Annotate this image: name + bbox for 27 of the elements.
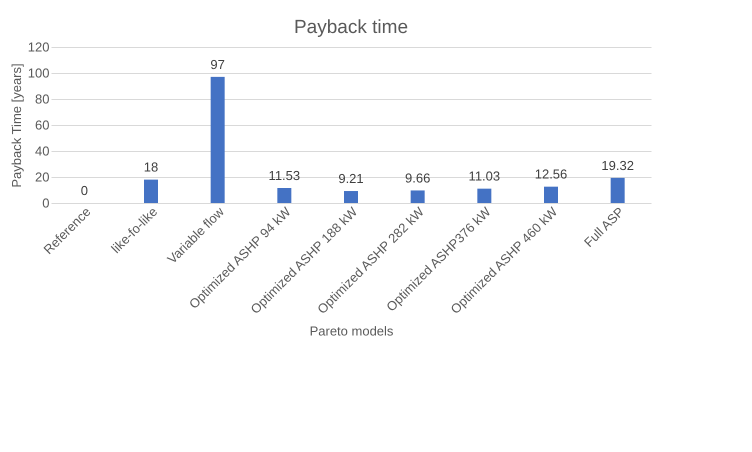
- y-axis-title: Payback Time [years]: [8, 63, 24, 188]
- bar: [210, 76, 225, 203]
- data-label: 19.32: [601, 158, 634, 173]
- data-label: 9.21: [338, 171, 364, 186]
- bar: [144, 180, 158, 203]
- y-tick-label: 40: [35, 144, 50, 158]
- chart-title: Payback time: [294, 17, 408, 38]
- y-tick-label: 60: [35, 118, 50, 132]
- data-label: 11.53: [268, 168, 300, 184]
- data-label: 18: [144, 160, 158, 175]
- data-label: 0: [80, 183, 88, 198]
- data-label: 12.56: [534, 166, 568, 182]
- y-tick-label: 100: [28, 66, 50, 80]
- x-axis-title: Pareto models: [310, 323, 394, 338]
- y-tick-label: 0: [42, 196, 50, 210]
- data-label: 11.03: [468, 168, 500, 184]
- y-tick-label: 80: [35, 92, 50, 106]
- data-label: 97: [210, 56, 225, 72]
- bar: [477, 188, 492, 203]
- data-label: 9.66: [405, 170, 430, 186]
- bar: [544, 186, 558, 203]
- bar: [610, 178, 625, 203]
- bar: [410, 190, 425, 203]
- bar: [277, 188, 292, 203]
- y-tick-label: 120: [28, 40, 50, 54]
- y-tick-label: 20: [35, 170, 50, 184]
- bar: [344, 191, 358, 203]
